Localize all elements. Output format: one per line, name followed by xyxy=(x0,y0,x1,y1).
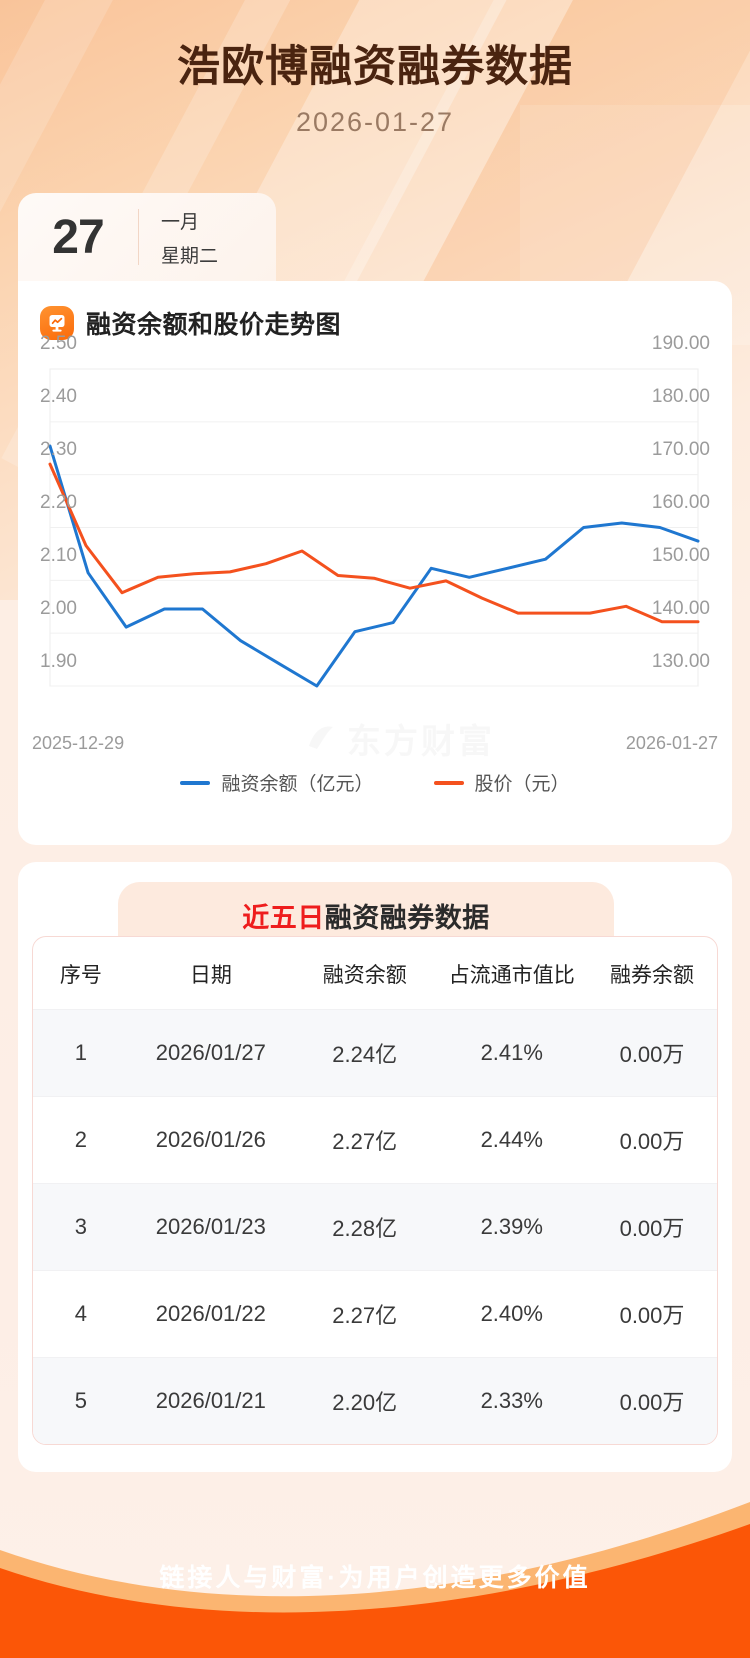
table-title: 近五日融资融券数据 xyxy=(242,896,490,935)
cell-margin: 2.28亿 xyxy=(292,1183,437,1271)
cell-date: 2026/01/26 xyxy=(128,1096,293,1184)
y-axis-right-tick: 130.00 xyxy=(651,651,710,672)
y-axis-right-tick: 150.00 xyxy=(651,545,710,566)
cell-date: 2026/01/23 xyxy=(128,1183,293,1271)
cell-market-ratio: 2.40% xyxy=(436,1270,587,1358)
cell-date: 2026/01/27 xyxy=(128,1009,293,1097)
chart-card: 融资余额和股价走势图 东方财富 2.50 2.40 2.30 2.20 2.10… xyxy=(18,281,732,845)
cell-short: 0.00万 xyxy=(587,1357,717,1444)
cell-market-ratio: 2.33% xyxy=(436,1357,587,1444)
cell-market-ratio: 2.44% xyxy=(436,1096,587,1184)
cell-index: 5 xyxy=(33,1357,129,1444)
legend-label: 股价（元） xyxy=(474,774,570,795)
column-header-market-ratio: 占流通市值比 xyxy=(448,964,575,987)
y-axis-left-tick: 2.50 xyxy=(40,333,77,354)
table-row: 4 2026/01/22 2.27亿 2.40% 0.00万 xyxy=(33,1270,717,1358)
legend-label: 融资余额（亿元） xyxy=(221,774,374,795)
cell-index: 2 xyxy=(33,1096,129,1184)
legend-item-stock-price[interactable]: 股价（元） xyxy=(433,769,570,796)
chart-header: 融资余额和股价走势图 xyxy=(18,281,732,341)
footer-slogan: 链接人与财富·为用户创造更多价值 xyxy=(159,1564,591,1592)
legend-swatch-orange xyxy=(433,780,464,785)
y-axis-right-tick: 180.00 xyxy=(651,386,710,407)
chart-plot-area: 东方财富 2.50 2.40 2.30 2.20 2.10 2.00 1.90 … xyxy=(18,333,732,811)
table-row: 3 2026/01/23 2.28亿 2.39% 0.00万 xyxy=(33,1183,717,1271)
date-weekday-label: 星期二 xyxy=(161,245,219,267)
y-axis-left-tick: 2.30 xyxy=(40,439,77,460)
table-title-rest: 融资融券数据 xyxy=(324,902,490,933)
data-table: 序号 日期 融资余额 占流通市值比 融券余额 1 2026/01/27 2.24… xyxy=(32,936,718,1445)
footer-wave xyxy=(0,1502,750,1658)
cell-short: 0.00万 xyxy=(587,1009,717,1097)
y-axis-left-tick: 1.90 xyxy=(40,651,77,672)
legend-swatch-blue xyxy=(180,780,211,785)
chart-svg xyxy=(48,368,700,688)
x-axis-end-label: 2026-01-27 xyxy=(625,733,718,753)
cell-market-ratio: 2.41% xyxy=(436,1009,587,1097)
x-axis-start-label: 2025-12-29 xyxy=(32,733,125,753)
page-subtitle-date: 2026-01-27 xyxy=(295,107,455,138)
cell-margin: 2.27亿 xyxy=(292,1096,437,1184)
cell-date: 2026/01/22 xyxy=(128,1270,293,1358)
y-axis-left-tick: 2.00 xyxy=(40,598,77,619)
date-detail-group: 一月 星期二 xyxy=(139,207,218,268)
page-title: 浩欧博融资融券数据 xyxy=(177,43,573,91)
cell-short: 0.00万 xyxy=(587,1183,717,1271)
date-divider xyxy=(138,209,139,265)
date-day-number: 27 xyxy=(52,210,104,264)
y-axis-right-tick: 190.00 xyxy=(651,333,710,354)
cell-index: 3 xyxy=(33,1183,129,1271)
cell-short: 0.00万 xyxy=(587,1270,717,1358)
cell-margin: 2.20亿 xyxy=(292,1357,437,1444)
y-axis-right-tick: 170.00 xyxy=(651,439,710,460)
table-row: 1 2026/01/27 2.24亿 2.41% 0.00万 xyxy=(33,1009,717,1097)
y-axis-left-tick: 2.10 xyxy=(40,545,77,566)
legend-item-margin-balance[interactable]: 融资余额（亿元） xyxy=(180,769,374,796)
cell-margin: 2.27亿 xyxy=(292,1270,437,1358)
cell-index: 4 xyxy=(33,1270,129,1358)
chart-legend: 融资余额（亿元） 股价（元） xyxy=(18,769,732,796)
column-header-margin: 融资余额 xyxy=(322,964,407,987)
cell-margin: 2.24亿 xyxy=(292,1009,437,1097)
data-table-card: 近五日融资融券数据 东方财富 序号 日期 融资余额 占流通市值比 融券余额 xyxy=(18,862,732,1472)
y-axis-left-tick: 2.40 xyxy=(40,386,77,407)
cell-date: 2026/01/21 xyxy=(128,1357,293,1444)
chart-title: 融资余额和股价走势图 xyxy=(86,311,342,339)
y-axis-right-tick: 140.00 xyxy=(651,598,710,619)
page-header: 浩欧博融资融券数据 2026-01-27 xyxy=(0,0,750,185)
chart-monitor-icon xyxy=(40,306,74,340)
table-header-row: 序号 日期 融资余额 占流通市值比 融券余额 xyxy=(33,937,717,1010)
y-axis-left-tick: 2.20 xyxy=(40,492,77,513)
cell-short: 0.00万 xyxy=(587,1096,717,1184)
date-month-label: 一月 xyxy=(161,211,200,233)
column-header-date: 日期 xyxy=(189,964,232,987)
y-axis-right-tick: 160.00 xyxy=(651,492,710,513)
column-header-index: 序号 xyxy=(59,964,102,987)
column-header-short: 融券余额 xyxy=(610,964,694,987)
table-row: 2 2026/01/26 2.27亿 2.44% 0.00万 xyxy=(33,1096,717,1184)
cell-index: 1 xyxy=(33,1009,129,1097)
table-title-highlight: 近五日 xyxy=(242,902,325,933)
page-footer: 链接人与财富·为用户创造更多价值 xyxy=(0,1428,750,1658)
date-card: 27 一月 星期二 xyxy=(18,193,276,281)
cell-market-ratio: 2.39% xyxy=(436,1183,587,1271)
table-row: 5 2026/01/21 2.20亿 2.33% 0.00万 xyxy=(33,1357,717,1444)
